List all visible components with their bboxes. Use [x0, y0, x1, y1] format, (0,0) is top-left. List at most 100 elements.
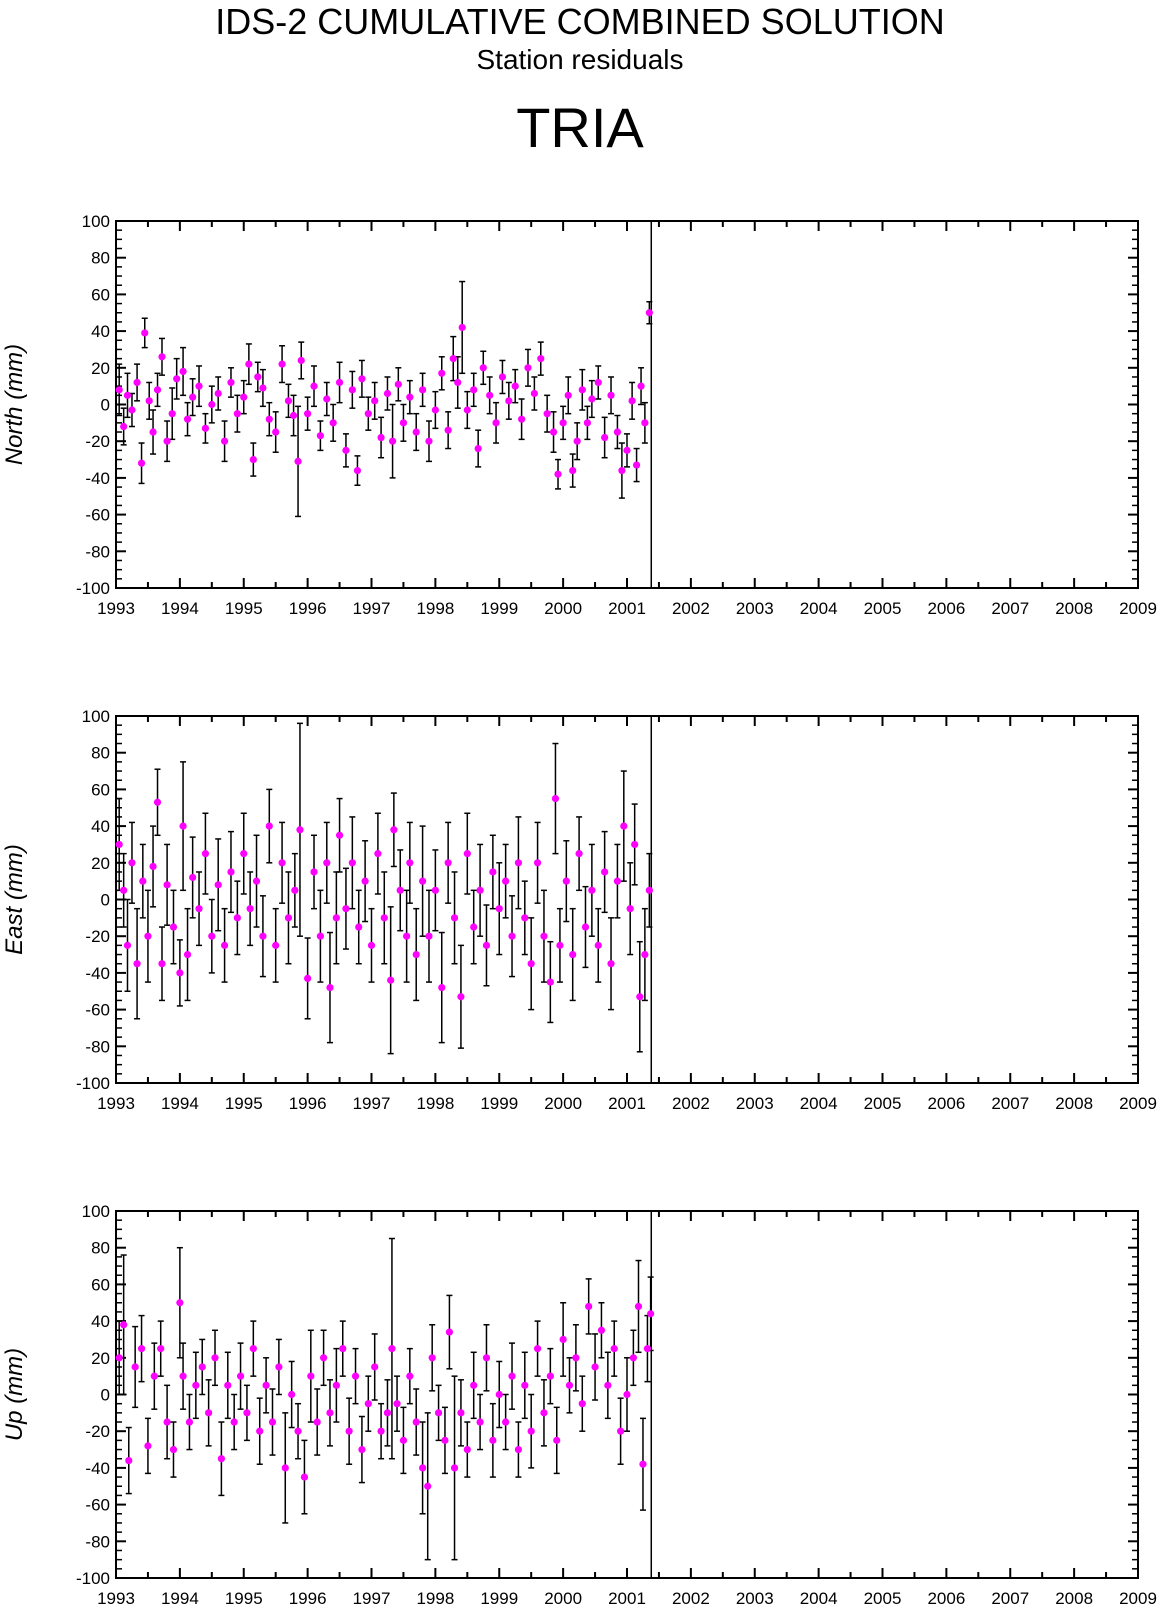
data-point [610, 1345, 618, 1353]
x-tick-label: 2006 [927, 599, 965, 618]
data-point [240, 850, 248, 858]
data-point [144, 1442, 152, 1450]
data-point [304, 410, 312, 418]
data-point [185, 1418, 194, 1426]
data-point [581, 923, 590, 931]
y-tick-label: 40 [91, 1312, 110, 1331]
data-point [588, 886, 596, 894]
x-tick-label: 2005 [864, 1094, 902, 1113]
data-point [564, 391, 572, 399]
data-point [326, 1409, 334, 1417]
x-tick-label: 2002 [672, 599, 710, 618]
data-point [377, 1427, 385, 1435]
x-tick-label: 2004 [800, 1094, 838, 1113]
data-point [463, 406, 471, 414]
data-point [294, 457, 302, 465]
data-point [634, 1302, 643, 1311]
x-tick-label: 1998 [416, 1589, 454, 1608]
data-point [256, 1427, 264, 1435]
y-tick-label: -40 [85, 1459, 110, 1478]
data-point [406, 393, 414, 401]
x-tick-label: 1997 [353, 1589, 391, 1608]
data-point [233, 410, 241, 418]
data-point [623, 1390, 631, 1399]
data-point [470, 386, 478, 394]
data-point [195, 905, 203, 913]
data-point [613, 428, 622, 436]
data-point [254, 373, 262, 381]
data-point [323, 859, 331, 867]
data-point [275, 1363, 283, 1371]
data-point [149, 428, 157, 436]
data-point [394, 380, 402, 388]
data-point [208, 400, 216, 409]
data-point [502, 1418, 510, 1426]
data-point [284, 914, 293, 922]
x-tick-label: 2008 [1055, 1094, 1093, 1113]
x-tick-label: 2003 [736, 1589, 774, 1608]
y-tick-label: -80 [85, 1037, 110, 1056]
data-point [183, 415, 192, 423]
y-tick-label: 0 [101, 891, 110, 910]
data-point [183, 950, 192, 959]
data-point [514, 1445, 523, 1454]
y-tick-label: 20 [91, 359, 110, 378]
data-point [268, 1418, 277, 1426]
data-point [647, 1310, 655, 1318]
y-tick-label: -100 [76, 579, 110, 598]
data-point [470, 1381, 478, 1389]
data-point [583, 419, 591, 427]
data-point [607, 391, 615, 399]
data-point [173, 375, 181, 383]
data-point [195, 382, 203, 390]
data-point [431, 406, 439, 414]
data-point [425, 932, 433, 940]
data-point [358, 1445, 366, 1454]
x-tick-label: 2007 [991, 1589, 1029, 1608]
data-point [176, 969, 184, 977]
data-point [310, 382, 318, 390]
data-point [641, 419, 649, 427]
data-point [399, 419, 408, 427]
data-point [351, 1372, 360, 1380]
data-point [371, 1363, 379, 1371]
x-tick-label: 2008 [1055, 1589, 1093, 1608]
data-point [643, 1345, 652, 1353]
data-point [149, 862, 157, 871]
data-point [498, 373, 507, 381]
data-point [486, 391, 494, 399]
x-tick-label: 2004 [800, 1589, 838, 1608]
data-point [597, 1326, 606, 1334]
data-point [628, 397, 636, 405]
data-point [390, 826, 398, 834]
x-tick-label: 2003 [736, 1094, 774, 1113]
data-point [524, 364, 532, 372]
x-tick-label: 1997 [353, 599, 391, 618]
data-point [594, 378, 602, 387]
data-point [505, 397, 513, 405]
data-point [546, 1372, 554, 1380]
data-point [383, 389, 392, 398]
data-point [249, 1345, 257, 1353]
x-tick-label: 1995 [225, 1589, 263, 1608]
data-point [374, 850, 382, 858]
x-tick-label: 1994 [161, 599, 199, 618]
data-point [249, 455, 257, 464]
data-point [645, 886, 653, 894]
x-tick-label: 1995 [225, 1094, 263, 1113]
data-point [457, 993, 465, 1001]
data-point [636, 993, 644, 1001]
data-point [591, 1363, 599, 1371]
x-tick-label: 2001 [608, 1589, 646, 1608]
data-point [508, 932, 516, 940]
data-point [637, 382, 645, 390]
data-point [281, 1464, 289, 1472]
x-tick-label: 2009 [1119, 1589, 1157, 1608]
chart-subtitle: Station residuals [476, 44, 684, 75]
data-point [291, 886, 299, 894]
data-point [361, 877, 369, 885]
data-point [502, 877, 510, 885]
data-point [236, 1372, 245, 1380]
y-axis-label: North (mm) [1, 344, 28, 465]
data-point [179, 367, 187, 376]
